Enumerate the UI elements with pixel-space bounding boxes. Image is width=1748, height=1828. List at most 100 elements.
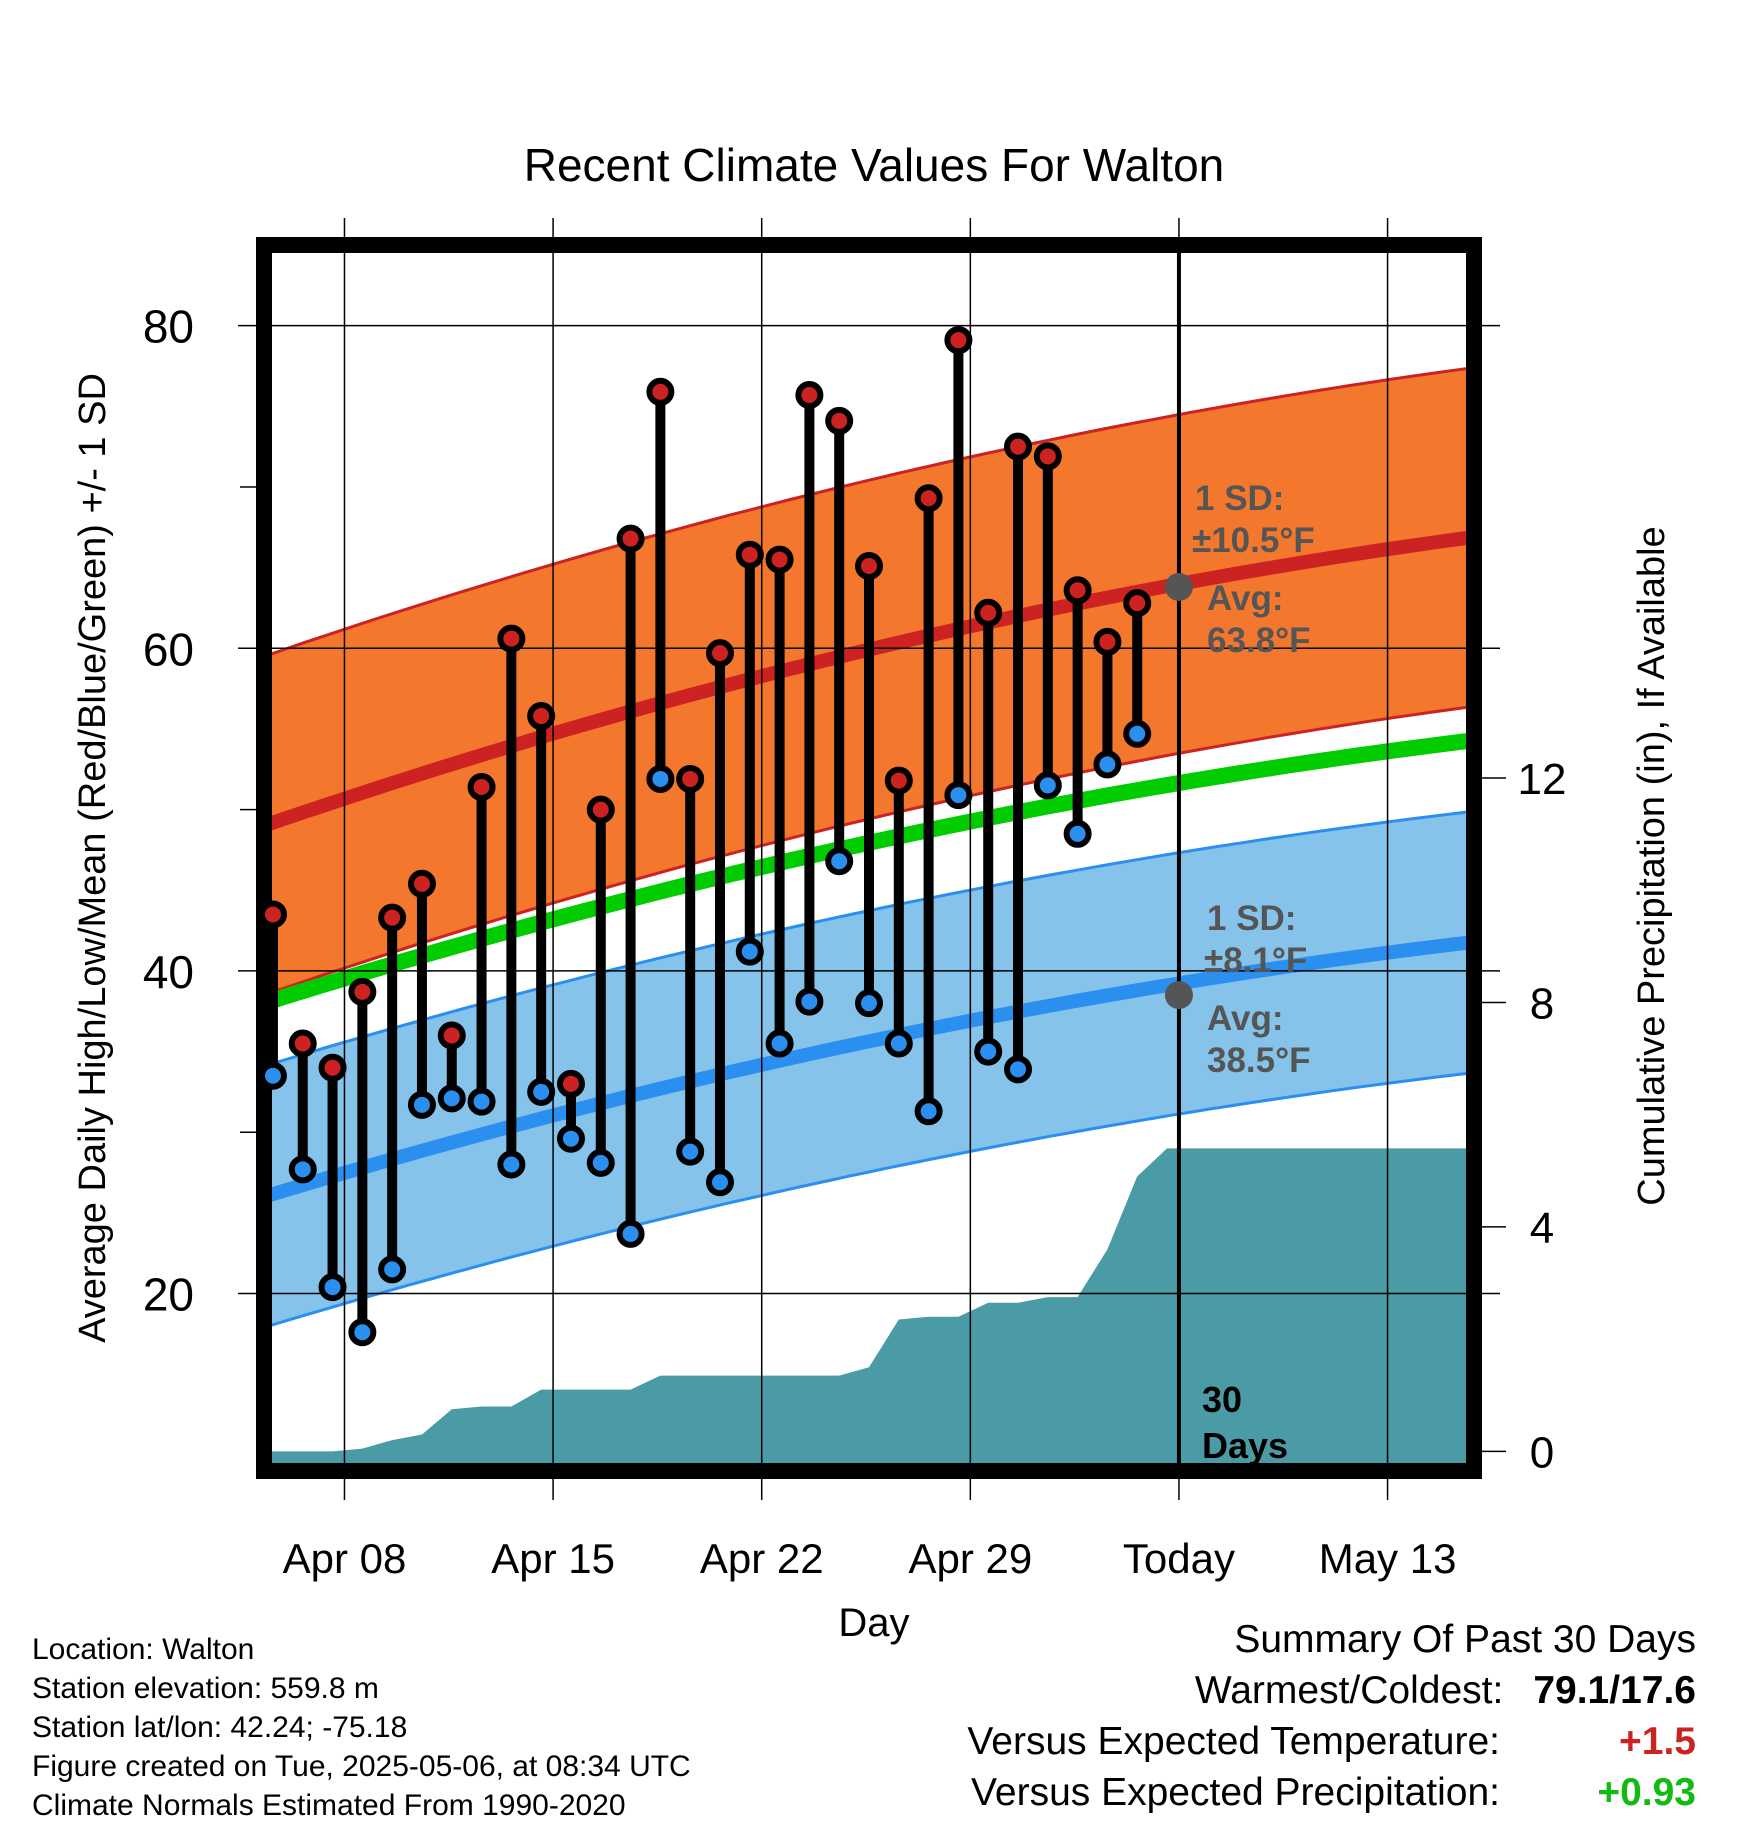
x-tick-label-1: Apr 15 (491, 1535, 615, 1582)
high-point-23 (914, 484, 943, 513)
y-tick-label-60: 60 (143, 623, 194, 675)
x-tick-label-0: Apr 08 (283, 1535, 407, 1582)
low-point-26 (1004, 1055, 1033, 1084)
low-point-4 (348, 1318, 377, 1347)
low-point-21 (855, 989, 883, 1018)
low-sd-value: ±8.1°F (1204, 941, 1307, 980)
summary-precip-row: Versus Expected Precipitation: +0.93 (796, 1771, 1696, 1822)
x-tick-label-5: May 13 (1319, 1535, 1457, 1582)
high-point-21 (855, 552, 883, 581)
elevation-text: Station elevation: 559.8 m (32, 1672, 379, 1705)
y2-axis-title: Cumulative Precipitation (in), If Availa… (1631, 526, 1673, 1205)
low-point-5 (378, 1255, 407, 1284)
low-point-2 (288, 1155, 317, 1184)
low-point-10 (527, 1077, 556, 1106)
low-point-27 (1033, 771, 1062, 800)
latlon-text: Station lat/lon: 42.24; -75.18 (32, 1711, 408, 1744)
high-point-10 (527, 702, 556, 731)
high-point-12 (586, 795, 615, 824)
high-point-14 (646, 377, 675, 406)
low-point-9 (497, 1150, 526, 1179)
low-point-24 (944, 781, 973, 810)
warm-sd-upper-edge (264, 366, 1474, 658)
high-point-28 (1063, 576, 1092, 605)
low-point-16 (705, 1168, 734, 1197)
precip-area (264, 1148, 1474, 1471)
cold-sd-band (264, 811, 1474, 1328)
low-point-25 (974, 1037, 1003, 1066)
low-point-1 (258, 1061, 287, 1090)
y-tick-label-20: 20 (143, 1269, 194, 1321)
low-point-23 (914, 1097, 943, 1126)
low-sd-label: 1 SD: (1207, 899, 1296, 938)
summary-warm-cold-row: Warmest/Coldest: 79.1/17.6 (796, 1669, 1696, 1720)
high-avg-value: 63.8°F (1207, 621, 1311, 660)
high-point-15 (676, 764, 705, 793)
high-sd-value: ±10.5°F (1192, 521, 1315, 560)
warm-cold-label: Warmest/Coldest: (1194, 1669, 1504, 1712)
high-point-26 (1004, 432, 1033, 461)
summary-temp-row: Versus Expected Temperature: +1.5 (796, 1720, 1696, 1771)
low-point-7 (437, 1084, 466, 1113)
low-point-3 (318, 1273, 347, 1302)
low-point-13 (616, 1219, 645, 1248)
high-point-3 (318, 1053, 347, 1082)
high-point-18 (765, 545, 794, 574)
temp-value: +1.5 (1619, 1720, 1696, 1763)
low-point-20 (825, 847, 854, 876)
low-point-19 (795, 987, 824, 1016)
normals-text: Climate Normals Estimated From 1990-2020 (32, 1789, 626, 1822)
plot-frame (256, 237, 1482, 1479)
precip-label: Versus Expected Precipitation: (971, 1771, 1500, 1814)
summary-panel: Summary Of Past 30 Days Warmest/Coldest:… (796, 1618, 1696, 1822)
created-text: Figure created on Tue, 2025-05-06, at 08… (32, 1750, 691, 1783)
high-point-6 (407, 869, 436, 898)
high-point-11 (556, 1069, 585, 1098)
high-point-16 (705, 639, 734, 668)
plot-border (256, 237, 1482, 1479)
period-label-days: Days (1202, 1425, 1288, 1466)
low-avg-value: 38.5°F (1207, 1041, 1311, 1080)
y-tick-label-80: 80 (143, 301, 194, 353)
high-point-24 (944, 326, 973, 355)
high-point-30 (1123, 589, 1152, 618)
low-point-6 (407, 1090, 436, 1119)
station-info: Location: Walton Station elevation: 559.… (32, 1630, 691, 1825)
precip-value: +0.93 (1597, 1771, 1696, 1814)
high-point-20 (825, 406, 854, 435)
y2-tick-label-12: 12 (1518, 755, 1567, 804)
high-avg-label: Avg: (1207, 579, 1283, 618)
low-point-15 (676, 1137, 705, 1166)
high-point-17 (735, 540, 764, 569)
temp-label: Versus Expected Temperature: (967, 1720, 1500, 1763)
low-point-28 (1063, 819, 1092, 848)
high-point-25 (974, 598, 1003, 627)
summary-heading: Summary Of Past 30 Days (1234, 1618, 1696, 1661)
high-point-19 (795, 381, 824, 410)
high-point-7 (437, 1021, 466, 1050)
y2-tick-label-0: 0 (1530, 1428, 1554, 1477)
cold-sd-lower-edge (264, 1071, 1474, 1329)
high-point-4 (348, 977, 377, 1006)
high-point-5 (378, 903, 407, 932)
period-label-number: 30 (1202, 1379, 1242, 1420)
low-point-30 (1123, 719, 1152, 748)
x-axis-title: Day (838, 1601, 909, 1645)
high-point-29 (1093, 627, 1122, 656)
data-marks (258, 326, 1152, 1347)
high-point-22 (884, 766, 913, 795)
location-text: Location: Walton (32, 1633, 255, 1666)
y-tick-label-40: 40 (143, 946, 194, 998)
low-point-29 (1093, 750, 1122, 779)
high-point-2 (288, 1029, 317, 1058)
high-sd-label: 1 SD: (1195, 479, 1284, 518)
low-point-8 (467, 1087, 496, 1116)
low-point-18 (765, 1029, 794, 1058)
chart-title: Recent Climate Values For Walton (523, 139, 1225, 191)
x-tick-label-3: Apr 29 (908, 1535, 1032, 1582)
low-point-12 (586, 1148, 615, 1177)
high-point-8 (467, 773, 496, 802)
high-point-27 (1033, 442, 1062, 471)
low-point-14 (646, 764, 675, 793)
